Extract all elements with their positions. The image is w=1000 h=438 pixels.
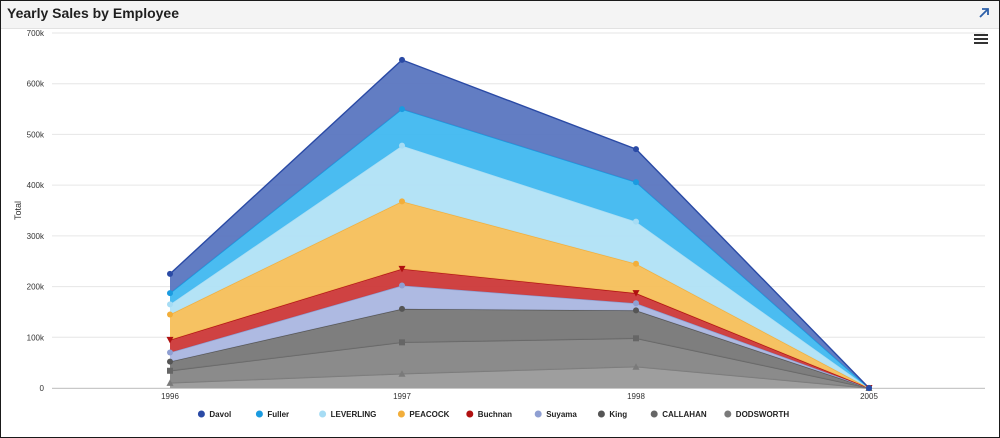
data-point-davol [866, 385, 872, 391]
area-davol [170, 59, 869, 388]
legend-symbol [319, 410, 327, 418]
y-tick-label: 300k [27, 232, 45, 241]
data-point-buchnan [166, 336, 174, 344]
data-point-leverling [633, 218, 639, 225]
legend-label: PEACOCK [409, 410, 449, 419]
y-tick-label: 500k [27, 130, 45, 139]
legend-symbol [197, 410, 205, 418]
legend-symbol [597, 410, 605, 418]
panel-header: Yearly Sales by Employee [1, 1, 999, 29]
legend-symbol [255, 410, 263, 418]
legend-symbol [724, 410, 732, 418]
legend-label: Fuller [267, 410, 289, 419]
area-buchnan [170, 268, 869, 388]
area-callahan [170, 338, 869, 388]
legend-item-callahan[interactable]: CALLAHAN [650, 410, 707, 419]
legend-label: CALLAHAN [662, 410, 707, 419]
x-tick-label: 1996 [161, 392, 179, 401]
data-point-king [167, 358, 173, 365]
legend-item-suyama[interactable]: Suyama [534, 410, 578, 419]
data-point-king [399, 305, 405, 312]
area-suyama [170, 285, 869, 388]
data-point-fuller [633, 179, 639, 186]
y-tick-label: 0 [40, 384, 45, 393]
data-point-davol [399, 56, 405, 63]
data-point-dodsworth [166, 379, 174, 386]
legend-symbol [466, 410, 474, 418]
data-point-peacock [399, 198, 405, 205]
legend: Davol Fuller LEVERLING PEACOCK Buchnan Suyama… [197, 410, 789, 419]
legend-item-fuller[interactable]: Fuller [255, 410, 289, 419]
y-tick-label: 200k [27, 283, 45, 292]
legend-item-leverling[interactable]: LEVERLING [319, 410, 376, 419]
data-point-buchnan [632, 290, 640, 297]
legend-label: DODSWORTH [736, 410, 790, 419]
area-series-group [169, 59, 870, 389]
data-point-callahan [167, 367, 173, 374]
data-point-davol [633, 146, 639, 153]
data-point-peacock [167, 311, 173, 318]
data-point-dodsworth [398, 370, 406, 377]
x-tick-label: 1998 [627, 392, 645, 401]
legend-label: Buchnan [478, 410, 512, 419]
y-tick-label: 400k [27, 181, 45, 190]
data-points [166, 56, 873, 392]
data-point-leverling [399, 142, 405, 149]
data-point-dodsworth [632, 363, 640, 370]
y-tick-label: 700k [27, 29, 45, 38]
data-point-peacock [633, 260, 639, 267]
chart-title: Yearly Sales by Employee [7, 5, 179, 21]
data-point-king [633, 307, 639, 314]
legend-item-davol[interactable]: Davol [197, 410, 231, 419]
data-point-callahan [399, 339, 405, 346]
area-leverling [170, 145, 869, 388]
legend-item-dodsworth[interactable]: DODSWORTH [724, 410, 789, 419]
chart-menu-icon[interactable] [974, 34, 988, 46]
area-king [170, 308, 869, 388]
legend-symbol [534, 410, 542, 418]
data-point-suyama [633, 300, 639, 307]
legend-label: Davol [209, 410, 231, 419]
data-point-buchnan [398, 265, 406, 273]
legend-item-buchnan[interactable]: Buchnan [466, 410, 512, 419]
area-fuller [170, 109, 869, 389]
legend-label: Suyama [546, 410, 577, 419]
line-davol [169, 59, 870, 389]
data-point-fuller [399, 106, 405, 113]
y-tick-label: 600k [27, 80, 45, 89]
data-point-suyama [167, 349, 173, 356]
data-point-fuller [167, 290, 173, 297]
legend-label: King [609, 410, 627, 419]
x-tick-label: 1997 [393, 392, 411, 401]
legend-item-peacock[interactable]: PEACOCK [397, 410, 450, 419]
area-peacock [170, 201, 869, 388]
y-tick-label: 100k [27, 333, 45, 342]
data-point-suyama [399, 282, 405, 289]
y-axis-title: Total [13, 201, 23, 220]
legend-item-king[interactable]: King [597, 410, 627, 419]
data-point-callahan [633, 335, 639, 342]
data-point-leverling [167, 301, 173, 308]
legend-label: LEVERLING [331, 410, 377, 419]
data-point-davol [167, 270, 173, 277]
legend-symbol [397, 410, 405, 418]
expand-icon[interactable] [978, 7, 990, 19]
legend-symbol [650, 410, 658, 418]
x-tick-label: 2005 [860, 392, 878, 401]
